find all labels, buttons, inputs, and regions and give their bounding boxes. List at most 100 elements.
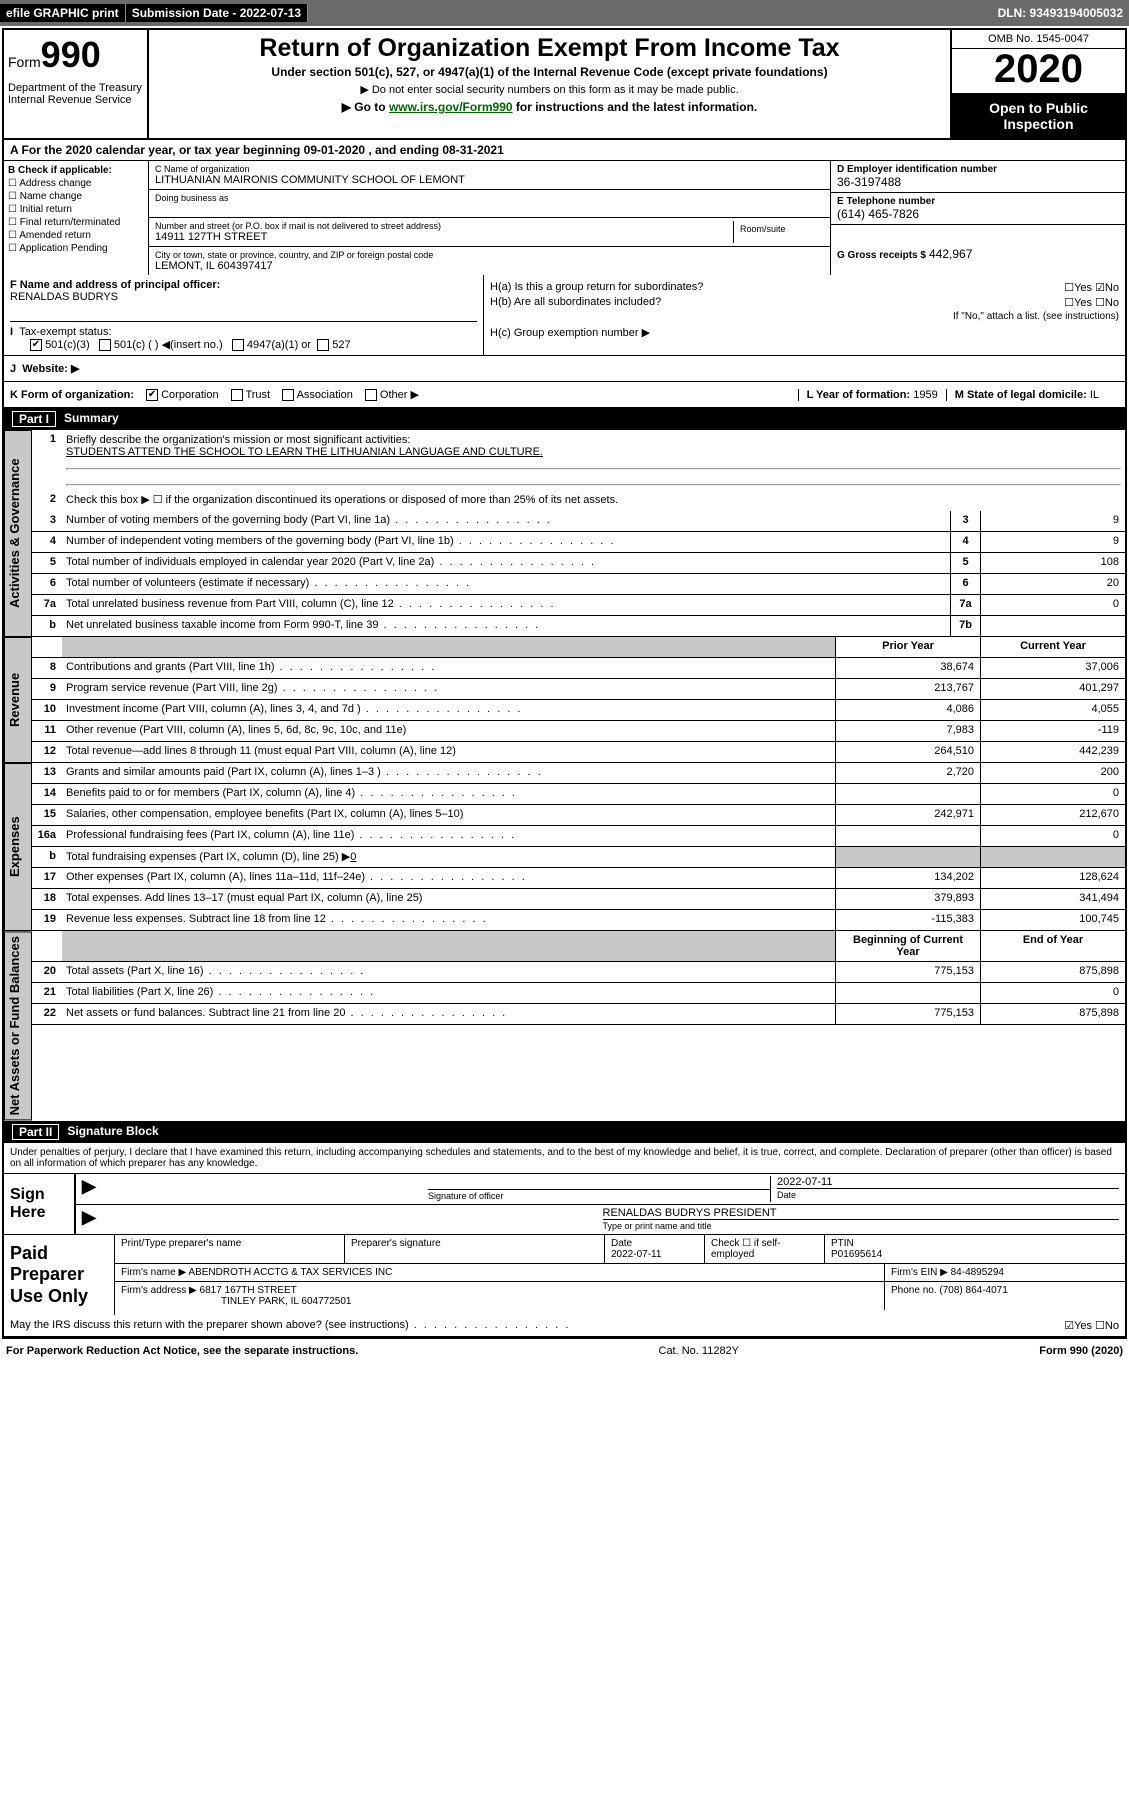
dba-label: Doing business as <box>155 193 824 203</box>
prep-name-label: Print/Type preparer's name <box>115 1235 345 1263</box>
prep-date: 2022-07-11 <box>611 1249 661 1260</box>
firm-addr2: TINLEY PARK, IL 604772501 <box>221 1296 351 1307</box>
l22-cy: 875,898 <box>980 1004 1125 1024</box>
l22-py: 775,153 <box>835 1004 980 1024</box>
prep-self-employed: Check ☐ if self-employed <box>705 1235 825 1263</box>
discuss-question: May the IRS discuss this return with the… <box>10 1319 570 1332</box>
chk-final-return[interactable]: Final return/terminated <box>8 217 144 228</box>
row-a-period: A For the 2020 calendar year, or tax yea… <box>4 140 1125 161</box>
l12-cy: 442,239 <box>980 742 1125 762</box>
penalty-text: Under penalties of perjury, I declare th… <box>4 1143 1125 1174</box>
vtab-governance: Activities & Governance <box>4 430 32 637</box>
officer-label: F Name and address of principal officer: <box>10 279 477 291</box>
l16a-cy: 0 <box>980 826 1125 846</box>
line3-text: Number of voting members of the governin… <box>62 511 950 531</box>
chk-trust[interactable] <box>231 389 243 401</box>
prep-sig-label: Preparer's signature <box>345 1235 605 1263</box>
submission-date: Submission Date - 2022-07-13 <box>126 4 308 22</box>
vtab-expenses: Expenses <box>4 763 32 931</box>
form-note2: ▶ Go to www.irs.gov/Form990 for instruct… <box>157 100 942 114</box>
l15-cy: 212,670 <box>980 805 1125 825</box>
summary-governance: Activities & Governance 1Briefly describ… <box>4 430 1125 637</box>
hdr-prior-year: Prior Year <box>835 637 980 657</box>
form-container: Form990 Department of the Treasury Inter… <box>2 28 1127 1339</box>
line5-val: 108 <box>980 553 1125 573</box>
dept-label: Department of the Treasury Internal Reve… <box>8 82 143 106</box>
year-formation: 1959 <box>913 389 937 401</box>
chk-501c[interactable] <box>99 339 111 351</box>
irs-link[interactable]: www.irs.gov/Form990 <box>389 100 513 114</box>
dln: DLN: 93493194005032 <box>992 4 1129 22</box>
chk-501c3[interactable] <box>30 339 42 351</box>
summary-revenue: Revenue Prior YearCurrent Year 8Contribu… <box>4 637 1125 763</box>
sig-officer-label: Signature of officer <box>428 1191 503 1201</box>
vtab-netassets: Net Assets or Fund Balances <box>4 931 32 1120</box>
form-number: Form990 <box>8 34 143 76</box>
efile-button[interactable]: efile GRAPHIC print <box>0 4 126 22</box>
firm-phone: (708) 864-4071 <box>939 1285 1007 1296</box>
tel-label: E Telephone number <box>837 196 1119 207</box>
discuss-answer: ☑Yes ☐No <box>1064 1319 1119 1332</box>
chk-initial-return[interactable]: Initial return <box>8 204 144 215</box>
l17-py: 134,202 <box>835 868 980 888</box>
ha-answer: ☐Yes ☑No <box>1064 281 1119 294</box>
chk-4947[interactable] <box>232 339 244 351</box>
discuss-row: May the IRS discuss this return with the… <box>4 1315 1125 1337</box>
line3-val: 9 <box>980 511 1125 531</box>
l11-py: 7,983 <box>835 721 980 741</box>
line7b-text: Net unrelated business taxable income fr… <box>62 616 950 636</box>
line7a-text: Total unrelated business revenue from Pa… <box>62 595 950 615</box>
l15-py: 242,971 <box>835 805 980 825</box>
chk-name-change[interactable]: Name change <box>8 191 144 202</box>
ha-label: H(a) Is this a group return for subordin… <box>490 281 703 294</box>
addr-label: Number and street (or P.O. box if mail i… <box>155 221 733 231</box>
l17-cy: 128,624 <box>980 868 1125 888</box>
l11-cy: -119 <box>980 721 1125 741</box>
chk-527[interactable] <box>317 339 329 351</box>
vtab-revenue: Revenue <box>4 637 32 763</box>
chk-assoc[interactable] <box>282 389 294 401</box>
l20-cy: 875,898 <box>980 962 1125 982</box>
state-domicile: IL <box>1090 389 1099 401</box>
l19-cy: 100,745 <box>980 910 1125 930</box>
gross-label: G Gross receipts $ <box>837 250 926 261</box>
l16b-val: 0 <box>350 851 356 863</box>
l10-py: 4,086 <box>835 700 980 720</box>
line5-text: Total number of individuals employed in … <box>62 553 950 573</box>
tel-value: (614) 465-7826 <box>837 207 1119 221</box>
hc-label: H(c) Group exemption number ▶ <box>490 326 1119 339</box>
chk-app-pending[interactable]: Application Pending <box>8 243 144 254</box>
mission-text: STUDENTS ATTEND THE SCHOOL TO LEARN THE … <box>66 446 543 458</box>
ein-value: 36-3197488 <box>837 175 1119 189</box>
sign-here: Sign Here ▶ Signature of officer 2022-07… <box>4 1174 1125 1235</box>
col-d-ids: D Employer identification number 36-3197… <box>830 161 1125 275</box>
row-j-website: J Website: ▶ <box>4 356 1125 382</box>
part2-header: Part IISignature Block <box>4 1121 1125 1143</box>
line4-text: Number of independent voting members of … <box>62 532 950 552</box>
chk-amended[interactable]: Amended return <box>8 230 144 241</box>
prep-ptin: P01695614 <box>831 1249 882 1260</box>
top-bar: efile GRAPHIC print Submission Date - 20… <box>0 0 1129 26</box>
chk-other[interactable] <box>365 389 377 401</box>
ein-label: D Employer identification number <box>837 164 1119 175</box>
sign-arrow-icon: ▶ <box>82 1207 599 1232</box>
l13-cy: 200 <box>980 763 1125 783</box>
l20-py: 775,153 <box>835 962 980 982</box>
sig-name-label: Type or print name and title <box>603 1221 712 1231</box>
city-label: City or town, state or province, country… <box>155 250 824 260</box>
sign-arrow-icon: ▶ <box>82 1176 424 1202</box>
line2-text: Check this box ▶ ☐ if the organization d… <box>62 490 1125 511</box>
addr-value: 14911 127TH STREET <box>155 231 733 243</box>
l12-py: 264,510 <box>835 742 980 762</box>
l19-py: -115,383 <box>835 910 980 930</box>
tax-status-label: Tax-exempt status: <box>19 326 111 338</box>
hb-label: H(b) Are all subordinates included? <box>490 296 661 309</box>
l16a-py <box>835 826 980 846</box>
chk-corp[interactable] <box>146 389 158 401</box>
chk-address-change[interactable]: Address change <box>8 178 144 189</box>
hdr-begin-year: Beginning of Current Year <box>835 931 980 961</box>
row-k-org-form: K Form of organization: Corporation Trus… <box>4 382 1125 408</box>
form-note1: ▶ Do not enter social security numbers o… <box>157 83 942 96</box>
line7b-val <box>980 616 1125 636</box>
paid-preparer: Paid Preparer Use Only Print/Type prepar… <box>4 1235 1125 1316</box>
